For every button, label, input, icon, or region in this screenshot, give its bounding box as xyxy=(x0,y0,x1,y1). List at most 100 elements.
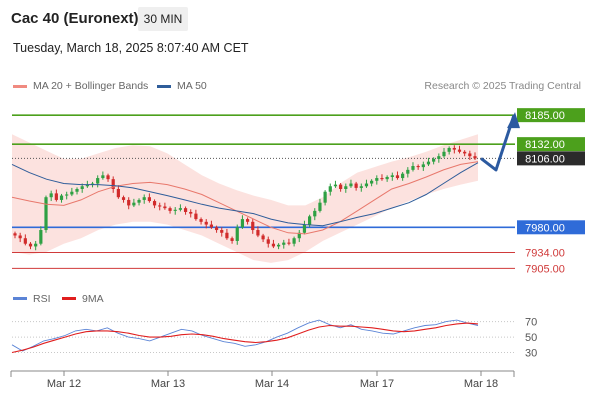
ma20-label: MA 20 + Bollinger Bands xyxy=(33,80,149,92)
candle xyxy=(328,183,332,196)
candle-body xyxy=(287,242,291,244)
candle xyxy=(106,173,110,182)
x-tick-label: Mar 12 xyxy=(47,378,81,390)
candle-body xyxy=(276,244,281,247)
candle xyxy=(375,175,379,185)
candle xyxy=(116,185,120,199)
candle xyxy=(271,239,276,249)
candle-body xyxy=(116,189,120,198)
level-label-text: 8185.00 xyxy=(525,110,565,122)
rsi-legend-swatch xyxy=(13,297,27,300)
candle-body xyxy=(111,179,115,189)
candle xyxy=(173,207,177,215)
candle-body xyxy=(96,178,100,184)
rsi-tick-label: 50 xyxy=(525,332,537,344)
ma50-swatch xyxy=(157,84,171,88)
level-label-text: 7905.00 xyxy=(525,263,565,275)
candle xyxy=(395,171,400,180)
candle-body xyxy=(328,186,332,192)
candle-body xyxy=(261,235,265,240)
timeframe-badge[interactable]: 30 MIN xyxy=(138,7,188,31)
candle-body xyxy=(230,238,234,241)
instrument-title: Cac 40 (Euronext) xyxy=(11,10,139,27)
candle xyxy=(65,191,69,200)
candle-body xyxy=(194,213,198,220)
candle-body xyxy=(437,156,441,159)
candle xyxy=(121,195,126,203)
level-label-text: 7980.00 xyxy=(525,222,565,234)
candle xyxy=(292,236,296,247)
candle xyxy=(220,227,224,237)
candle-body xyxy=(395,175,400,179)
candle xyxy=(13,231,17,239)
level-label-8185.00: 8185.00 xyxy=(517,108,585,123)
candle xyxy=(457,145,462,154)
level-label-8132.00: 8132.00 xyxy=(517,137,585,152)
x-axis: Mar 12 Mar 13 Mar 14 Mar 17 Mar 18 xyxy=(10,370,515,390)
candle xyxy=(147,193,151,203)
candle xyxy=(178,204,182,212)
candle-body xyxy=(163,206,167,209)
candle xyxy=(452,145,456,154)
candle-body xyxy=(385,176,389,180)
candle-body xyxy=(266,239,270,244)
candle-body xyxy=(59,195,64,200)
candle xyxy=(225,228,229,240)
ma20-swatch xyxy=(13,84,27,88)
level-label-box xyxy=(517,151,585,166)
ma50-line xyxy=(11,162,479,227)
candle xyxy=(183,206,188,215)
x-tick-label: Mar 14 xyxy=(255,378,289,390)
candle-body xyxy=(344,186,348,189)
candle-body xyxy=(23,238,27,244)
candle xyxy=(349,179,353,188)
candle-body xyxy=(204,221,208,225)
candle-body xyxy=(158,205,162,207)
rsi-line xyxy=(11,319,479,352)
candle xyxy=(96,175,100,188)
candle xyxy=(163,202,167,210)
rsi-tick-label: 70 xyxy=(525,317,537,329)
candle-body xyxy=(209,224,214,228)
level-label-box xyxy=(517,220,585,235)
candle-body xyxy=(235,227,239,241)
candle-body xyxy=(359,186,363,188)
candle-body xyxy=(401,173,405,179)
candle xyxy=(127,197,131,210)
candle xyxy=(339,182,343,192)
candle-body xyxy=(90,183,95,185)
candle-body xyxy=(318,202,322,211)
credit-text: Research © 2025 Trading Central xyxy=(424,80,581,92)
candle xyxy=(261,233,265,243)
candle-body xyxy=(323,191,327,203)
candle xyxy=(158,202,162,211)
candle xyxy=(152,199,157,209)
level-label-7980.00: 7980.00 xyxy=(517,220,585,235)
candle-body xyxy=(44,197,48,231)
candle-body xyxy=(70,191,74,195)
candle xyxy=(132,198,136,208)
candle xyxy=(49,190,53,202)
legend-ma50: MA 50 xyxy=(157,80,207,92)
candle-body xyxy=(168,208,172,211)
candle xyxy=(235,224,239,245)
candle-body xyxy=(39,230,43,244)
candle-body xyxy=(452,147,456,150)
candle-body xyxy=(152,201,157,206)
candle-body xyxy=(426,161,431,165)
candle xyxy=(333,180,338,188)
candle xyxy=(240,215,245,229)
candle xyxy=(137,198,141,206)
candle xyxy=(214,225,219,233)
candle-body xyxy=(406,169,410,174)
candle xyxy=(204,219,208,229)
candle xyxy=(354,181,358,191)
candle xyxy=(442,147,446,158)
candle-body xyxy=(65,194,69,196)
candle-body xyxy=(183,208,188,212)
candle xyxy=(323,190,327,206)
candle-body xyxy=(121,197,126,200)
candle xyxy=(168,206,172,214)
candle xyxy=(18,232,22,243)
